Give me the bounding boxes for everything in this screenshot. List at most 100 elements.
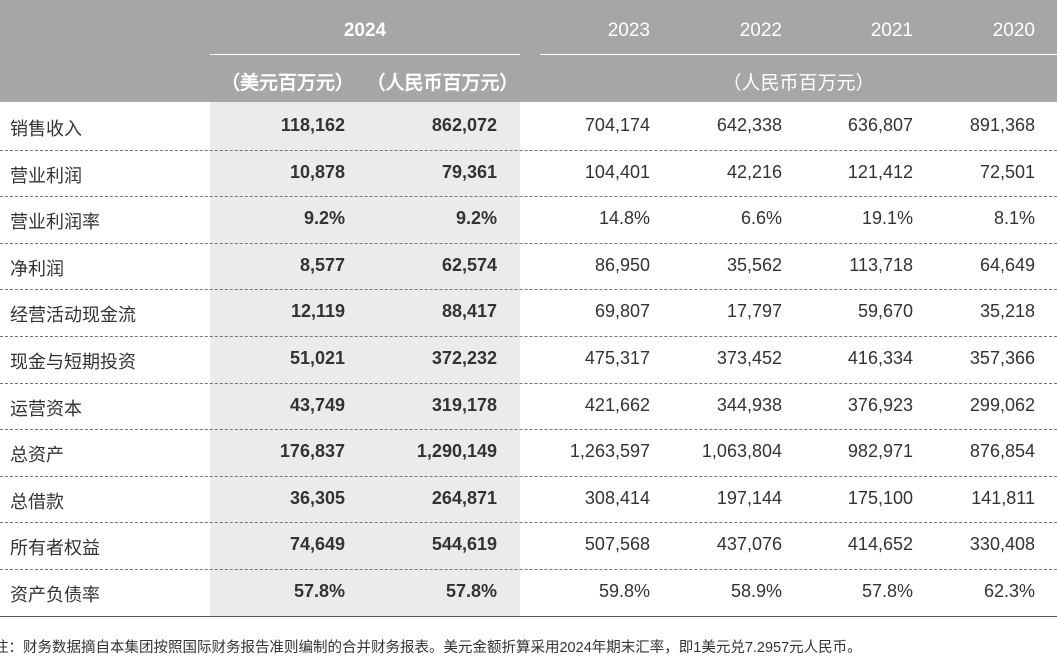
- row-separator: [0, 382, 1057, 384]
- cell: 507,568: [584, 534, 650, 555]
- cell: 57.8%: [293, 581, 345, 601]
- cell: 57.8%: [445, 581, 497, 601]
- cell: 35,218: [979, 301, 1035, 322]
- cell: 36,305: [289, 487, 345, 508]
- row-label: 运营资本: [10, 398, 82, 419]
- cell: 862,072: [431, 115, 497, 135]
- cell: 104,401: [584, 161, 650, 182]
- cell: 175,100: [847, 487, 913, 508]
- cell: 197,144: [716, 487, 782, 508]
- cell: 121,412: [847, 161, 913, 182]
- row-label: 总借款: [10, 491, 64, 512]
- cell: 1,290,149: [416, 441, 497, 462]
- cell: 12,119: [290, 301, 345, 322]
- cell: 118,162: [280, 115, 345, 135]
- cell: 57.8%: [861, 581, 913, 601]
- row-label: 所有者权益: [10, 538, 100, 559]
- cell: 42,216: [726, 161, 782, 182]
- year-header: 2021: [870, 20, 913, 41]
- row-label: 营业利润: [10, 165, 82, 186]
- cell: 62.3%: [983, 581, 1035, 601]
- row-separator: [0, 289, 1057, 291]
- row-separator: [0, 475, 1057, 477]
- cell: 176,837: [279, 441, 345, 462]
- cell: 59.8%: [598, 581, 650, 601]
- cell: 35,562: [726, 254, 782, 275]
- cell: 6.6%: [740, 208, 782, 229]
- row-label: 营业利润率: [10, 212, 100, 233]
- cell: 299,062: [969, 394, 1035, 415]
- table-bottom-rule: [0, 616, 1057, 617]
- row-separator: [0, 522, 1057, 524]
- cell: 9.2%: [303, 208, 345, 229]
- year-header: 2023: [607, 20, 650, 41]
- cell: 113,718: [849, 254, 913, 275]
- row-label: 净利润: [10, 258, 64, 279]
- cell: 8,577: [299, 254, 345, 275]
- cell: 475,317: [584, 348, 650, 368]
- cell: 141,811: [971, 487, 1035, 508]
- cell: 69,807: [594, 301, 650, 322]
- header-rule: [210, 54, 520, 55]
- row-label: 资产负债率: [10, 585, 100, 605]
- cell: 437,076: [716, 534, 782, 555]
- unit-usd: （美元百万元）: [220, 73, 354, 94]
- row-separator: [0, 569, 1057, 570]
- cell: 344,938: [716, 394, 782, 415]
- cell: 636,807: [847, 115, 913, 135]
- row-label: 销售收入: [10, 119, 82, 139]
- header-rule: [540, 54, 1057, 55]
- cell: 79,361: [441, 161, 497, 182]
- cell: 414,652: [847, 534, 913, 555]
- unit-rmb: （人民币百万元）: [366, 73, 519, 94]
- cell: 88,417: [441, 301, 497, 322]
- cell: 421,662: [584, 394, 650, 415]
- cell: 62,574: [441, 254, 497, 275]
- row-separator: [0, 149, 1057, 151]
- row-label: 总资产: [10, 445, 64, 466]
- cell: 43,749: [289, 394, 345, 415]
- header-band: [0, 0, 1057, 102]
- cell: 330,408: [969, 534, 1035, 555]
- row-separator: [0, 196, 1057, 198]
- unit-hist: （人民币百万元）: [722, 73, 875, 94]
- cell: 8.1%: [993, 208, 1035, 229]
- cell: 544,619: [431, 534, 497, 555]
- cell: 9.2%: [455, 208, 497, 229]
- cell: 357,366: [969, 348, 1035, 368]
- cell: 264,871: [431, 487, 497, 508]
- cell: 74,649: [289, 534, 345, 555]
- cell: 1,263,597: [569, 441, 650, 462]
- cell: 373,452: [716, 348, 782, 368]
- cell: 1,063,804: [701, 441, 782, 462]
- cell: 376,923: [847, 394, 913, 415]
- row-separator: [0, 242, 1057, 244]
- year-header: 2022: [739, 20, 782, 41]
- cell: 704,174: [584, 115, 650, 135]
- year-header: 2020: [992, 20, 1035, 41]
- cell: 876,854: [969, 441, 1035, 462]
- row-separator: [0, 336, 1057, 337]
- cell: 72,501: [979, 161, 1035, 182]
- cell: 982,971: [847, 441, 913, 462]
- cell: 319,178: [431, 394, 497, 415]
- row-label: 经营活动现金流: [10, 305, 136, 326]
- cell: 51,021: [289, 348, 345, 368]
- row-separator: [0, 429, 1057, 431]
- year-main: 2024: [343, 20, 387, 41]
- row-label: 现金与短期投资: [10, 352, 136, 372]
- footnote: 注：财务数据摘自本集团按照国际财务报告准则编制的合并财务报表。美元金额折算采用2…: [0, 640, 862, 656]
- highlight-column: [210, 102, 520, 616]
- cell: 416,334: [847, 348, 913, 368]
- cell: 64,649: [979, 254, 1035, 275]
- cell: 642,338: [716, 115, 782, 135]
- cell: 86,950: [594, 254, 650, 275]
- cell: 372,232: [431, 348, 497, 368]
- cell: 59,670: [857, 301, 913, 322]
- cell: 891,368: [969, 115, 1035, 135]
- cell: 308,414: [584, 487, 650, 508]
- cell: 17,797: [726, 301, 782, 322]
- cell: 19.1%: [861, 208, 913, 229]
- cell: 10,878: [289, 161, 345, 182]
